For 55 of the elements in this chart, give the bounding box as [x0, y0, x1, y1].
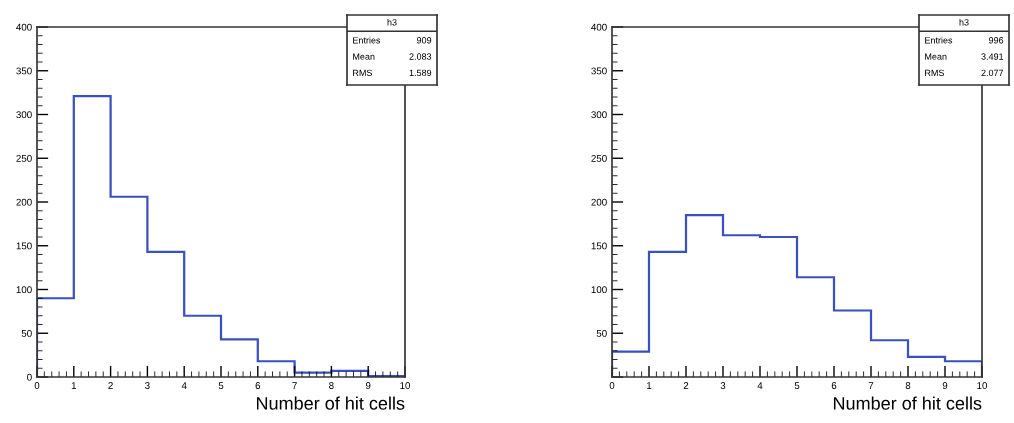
- annotation: Entries: [353, 36, 381, 44]
- x-tick-label: 8: [329, 382, 334, 389]
- y-tick-label: 300: [591, 111, 607, 119]
- annotation: 2.077: [981, 69, 1004, 77]
- x-tick-label: 4: [181, 382, 187, 389]
- x-tick-label: 5: [794, 382, 800, 389]
- x-tick-label: 10: [400, 382, 411, 389]
- text: 996: [988, 37, 1004, 44]
- y-tick-label: 400: [16, 23, 32, 31]
- y-tick-label: 100: [16, 286, 32, 294]
- x-tick-label: 2: [108, 382, 113, 389]
- x-tick-label: 6: [831, 382, 837, 389]
- x-tick-label: 3: [145, 382, 150, 389]
- annotation: RMS: [925, 69, 945, 77]
- x-tick-label: 1: [647, 382, 652, 389]
- annotation: 3.491: [981, 53, 1004, 60]
- x-tick-label: 0: [34, 382, 40, 389]
- y-tick-label: 200: [591, 198, 607, 206]
- y-tick-label: 300: [16, 111, 32, 119]
- annotation: RMS: [353, 69, 373, 77]
- x-tick-label: 2: [683, 382, 689, 389]
- y-tick-label: 100: [591, 286, 607, 294]
- x-tick-label: 7: [868, 382, 874, 389]
- text: h3: [959, 18, 969, 26]
- x-tick-label: 0: [609, 382, 615, 389]
- x-tick-label: 5: [218, 382, 224, 389]
- y-tick-label: 250: [591, 154, 607, 162]
- text: 2.083: [409, 53, 432, 60]
- x-tick-label: 3: [720, 382, 726, 389]
- y-tick-label: 50: [21, 329, 32, 337]
- x-tick-label: 9: [365, 382, 371, 389]
- y-tick-label: 350: [16, 67, 32, 75]
- x-axis-title: Number of hit cells: [833, 396, 982, 410]
- annotation: Entries: [925, 36, 953, 44]
- annotation: Mean: [925, 53, 947, 60]
- text: h3: [387, 18, 397, 26]
- x-tick-label: 4: [757, 382, 763, 389]
- x-tick-label: 9: [942, 382, 948, 389]
- y-tick-label: 350: [591, 67, 607, 75]
- y-tick-label: 50: [596, 329, 607, 337]
- annotation: Mean: [353, 53, 375, 60]
- y-tick-label: 150: [16, 242, 32, 250]
- y-tick-label: 0: [27, 373, 32, 381]
- x-tick-label: 8: [905, 382, 911, 389]
- text: 1.589: [409, 69, 432, 77]
- x-tick-label: 7: [292, 382, 297, 389]
- y-tick-label: 150: [591, 242, 607, 250]
- x-axis-title: Number of hit cells: [256, 396, 405, 410]
- text: 909: [416, 37, 432, 44]
- x-tick-label: 10: [977, 382, 988, 389]
- y-tick-label: 400: [591, 23, 607, 31]
- x-tick-label: 6: [255, 382, 261, 389]
- y-tick-label: 250: [16, 154, 32, 162]
- x-tick-label: 1: [71, 382, 77, 389]
- y-tick-label: 200: [16, 198, 32, 206]
